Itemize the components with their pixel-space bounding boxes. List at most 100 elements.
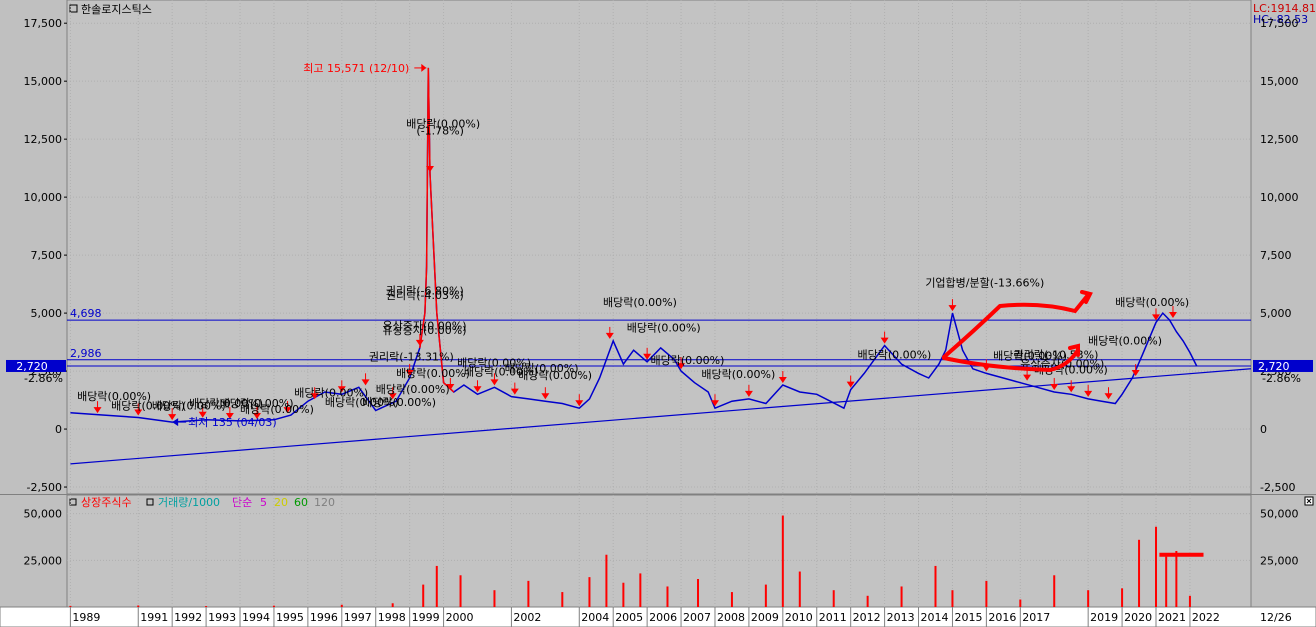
price-ytick-label-right: -2,500 (1260, 481, 1295, 494)
price-ytick-label-left: 17,500 (24, 17, 63, 30)
price-ytick-label-right: 17,500 (1260, 17, 1299, 30)
event-marker-icon (490, 379, 499, 386)
event-marker-icon (225, 412, 234, 419)
event-annotation: 배당락(0.00%) (518, 369, 592, 382)
volume-bar (985, 580, 988, 607)
xtick-label: 2002 (513, 611, 541, 624)
legend-sma5: 5 (260, 496, 267, 509)
event-marker-icon (93, 407, 102, 414)
event-annotation: 배당락(0.00%) (294, 387, 368, 400)
xtick-label: 1992 (174, 611, 202, 624)
event-marker-icon (198, 411, 207, 418)
event-annotation: 배당락(0.00%) (77, 390, 151, 403)
volume-bar (1165, 556, 1168, 607)
volume-bar (340, 604, 343, 607)
xtick-label: 2015 (954, 611, 982, 624)
event-annotation: 배당락(0.00%) (1115, 296, 1189, 309)
event-marker-icon (473, 386, 482, 393)
volume-bar (1121, 588, 1124, 607)
volume-bar (69, 605, 72, 607)
volume-bar (900, 586, 903, 607)
xtick-label: 1997 (344, 611, 372, 624)
drawn-arrowhead-upper (1080, 290, 1093, 304)
price-ytick-label-right: 5,000 (1260, 307, 1292, 320)
event-annotation: 배당락(0.00%) (627, 322, 701, 335)
volume-bar (1019, 599, 1022, 607)
volume-ytick-label-left: 50,000 (24, 508, 63, 521)
volume-bar (1155, 526, 1158, 607)
volume-bar (605, 554, 608, 607)
event-marker-icon (1084, 390, 1093, 397)
event-annotation: 배당락(0.00%) (220, 397, 294, 410)
event-annotation: 배당락(0.00%) (857, 348, 931, 361)
volume-ytick-label-right: 25,000 (1260, 554, 1299, 567)
volume-bar (697, 579, 700, 607)
event-annotation: 배당락(0.00%) (464, 366, 538, 379)
peak-arrow-icon (421, 63, 427, 72)
price-ytick-label-left: 15,000 (24, 75, 63, 88)
price-line (70, 67, 1198, 423)
legend-listed-shares: 상장주식수 (81, 496, 132, 509)
xtick-label: 2011 (819, 611, 847, 624)
volume-bar (622, 582, 625, 607)
event-annotation: 배당락(0.00%) (189, 397, 263, 410)
price-ytick-label-left: 7,500 (31, 249, 63, 262)
lc-readout: LC:1914.81 (1253, 2, 1316, 15)
xtick-label: 2006 (649, 611, 677, 624)
xtick-label: 2009 (751, 611, 779, 624)
volume-bar (1138, 539, 1141, 607)
trough-label: 최저 135 (04/03) (188, 416, 277, 429)
volume-bar (1175, 551, 1178, 607)
volume-bar (1188, 595, 1191, 607)
current-change-right: -2.86% (1262, 372, 1301, 385)
price-panel (66, 0, 1252, 495)
volume-bar (205, 606, 208, 607)
peak-label: 최고 15,571 (12/10) (303, 62, 409, 75)
event-annotation: 배당락(0.00%) (406, 118, 480, 131)
legend-checkbox-icon[interactable] (146, 498, 154, 506)
xtick-label: 2007 (683, 611, 711, 624)
xtick-label: 2005 (615, 611, 643, 624)
legend-sma20: 20 (274, 496, 288, 509)
xtick-label: 2019 (1090, 611, 1118, 624)
xtick-label: 1998 (378, 611, 406, 624)
event-annotation: 배당락(0.00%) (396, 367, 470, 380)
price-ytick-label-right: 10,000 (1260, 191, 1299, 204)
current-price-tag-right (1253, 359, 1313, 372)
price-ytick-label-right: 7,500 (1260, 249, 1292, 262)
volume-legend: 상장주식수 거래량/1000 단순 5 20 60 120 (69, 496, 335, 509)
event-annotation: 배당락(0.00%) (362, 396, 436, 409)
event-marker-icon (283, 407, 292, 414)
event-marker-icon (337, 386, 346, 393)
event-annotation: 배당락(0.00%) (603, 296, 677, 309)
event-marker-icon (846, 381, 855, 388)
event-annotation: 기업합병/분할(-13.66%) (925, 276, 1044, 289)
volume-bar (781, 515, 784, 607)
event-annotation: 배당락(0.00%) (1088, 334, 1162, 347)
event-marker-icon (168, 414, 177, 421)
price-ytick-label-right: 0 (1260, 423, 1267, 436)
axes: 17,500 17,500 15,000 15,000 12,500 12,500 10,0… (24, 17, 1299, 627)
event-marker-icon (575, 400, 584, 407)
event-marker-icon (605, 332, 614, 339)
event-annotation: 배당락(0.00%) (376, 383, 450, 396)
event-annotation: 배당락(0.00%) (1034, 363, 1108, 376)
title-checkbox-icon[interactable] (69, 4, 78, 13)
grid (67, 0, 1251, 607)
xtick-label: 1994 (242, 611, 270, 624)
event-marker-icon (1050, 383, 1059, 390)
volume-panel (66, 494, 1252, 608)
event-marker-icon (446, 383, 455, 390)
event-marker-icon (388, 393, 397, 400)
current-price-value-left: 2,720 (16, 360, 48, 373)
current-price-tag-left (6, 359, 66, 372)
event-annotation: 유상증자(0.00%) (383, 319, 467, 332)
event-marker-icon (426, 165, 435, 172)
volume-bar (435, 565, 438, 607)
xtick-label: 1999 (412, 611, 440, 624)
xtick-label: 1991 (140, 611, 168, 624)
event-marker-icon (252, 412, 261, 419)
